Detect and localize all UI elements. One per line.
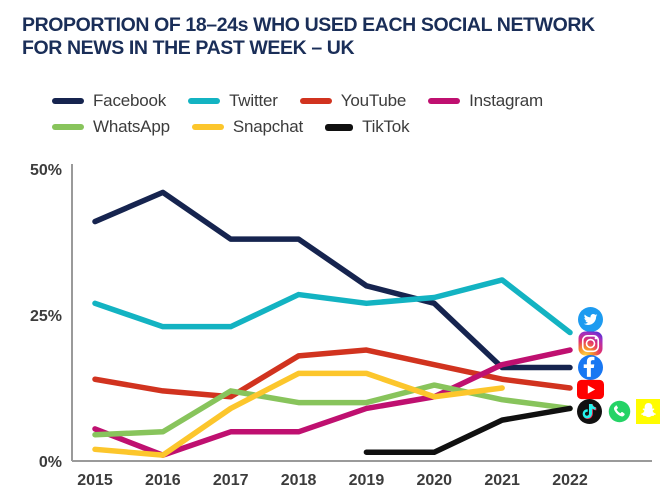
youtube-swatch-icon — [299, 98, 332, 104]
legend-label-whatsapp: WhatsApp — [93, 117, 170, 136]
legend-label-twitter: Twitter — [229, 91, 278, 110]
x-axis-tick-labels: 2015 2016 2017 2018 2019 2020 2021 2022 — [77, 472, 588, 489]
legend-label-tiktok: TikTok — [362, 117, 410, 136]
legend-row-1: Facebook Twitter YouTube Instagram — [52, 88, 652, 114]
series-line-facebook — [92, 189, 573, 371]
title-line-2: FOR NEWS IN THE PAST WEEK – UK — [22, 37, 355, 59]
snapchat-swatch-icon — [191, 124, 224, 130]
series-line-snapchat — [92, 370, 505, 458]
x-tick-2022: 2022 — [552, 472, 588, 489]
legend-item-whatsapp[interactable]: WhatsApp — [52, 117, 170, 137]
legend-row-2: WhatsApp Snapchat TikTok — [52, 114, 652, 140]
x-tick-2018: 2018 — [281, 472, 317, 489]
legend-item-instagram[interactable]: Instagram — [428, 91, 543, 111]
y-axis-tick-labels: 0% 25% 50% — [30, 162, 62, 471]
chart-legend: Facebook Twitter YouTube Instagram Whats… — [52, 88, 652, 140]
y-tick-0: 0% — [39, 454, 62, 471]
whatsapp-swatch-icon — [52, 124, 84, 130]
title-line-1: PROPORTION OF 18–24s WHO USED EACH SOCIA… — [22, 14, 595, 36]
x-tick-2016: 2016 — [145, 472, 181, 489]
legend-item-twitter[interactable]: Twitter — [188, 91, 278, 111]
x-tick-2021: 2021 — [484, 472, 520, 489]
tiktok-swatch-icon — [325, 123, 354, 131]
series-line-youtube — [92, 347, 573, 400]
legend-item-tiktok[interactable]: TikTok — [325, 117, 410, 137]
series-line-tiktok — [363, 405, 573, 455]
plot-area: 0% 25% 50% 2015 2016 2017 2018 2019 2020 2021 202… — [0, 150, 660, 498]
legend-label-snapchat: Snapchat — [232, 117, 304, 136]
legend-label-facebook: Facebook — [93, 91, 167, 110]
series-line-twitter — [92, 277, 573, 336]
series-line-whatsapp — [92, 382, 573, 438]
x-tick-2019: 2019 — [349, 472, 385, 489]
twitter-swatch-icon — [188, 98, 221, 104]
x-tick-2015: 2015 — [77, 472, 113, 489]
legend-label-youtube: YouTube — [340, 91, 407, 110]
legend-item-snapchat[interactable]: Snapchat — [191, 117, 304, 137]
y-tick-50: 50% — [30, 162, 62, 179]
series-line-instagram — [92, 347, 573, 458]
legend-item-youtube[interactable]: YouTube — [299, 91, 407, 111]
chart-title: PROPORTION OF 18–24s WHO USED EACH SOCIA… — [22, 14, 652, 60]
instagram-swatch-icon — [428, 98, 461, 104]
x-tick-2017: 2017 — [213, 472, 249, 489]
data-series-group — [92, 189, 573, 458]
x-tick-2020: 2020 — [416, 472, 452, 489]
line-chart-svg: 0% 25% 50% 2015 2016 2017 2018 2019 2020 2021 202… — [30, 162, 652, 489]
facebook-swatch-icon — [52, 98, 84, 104]
legend-item-facebook[interactable]: Facebook — [52, 91, 166, 111]
y-tick-25: 25% — [30, 308, 62, 325]
legend-label-instagram: Instagram — [469, 91, 543, 110]
